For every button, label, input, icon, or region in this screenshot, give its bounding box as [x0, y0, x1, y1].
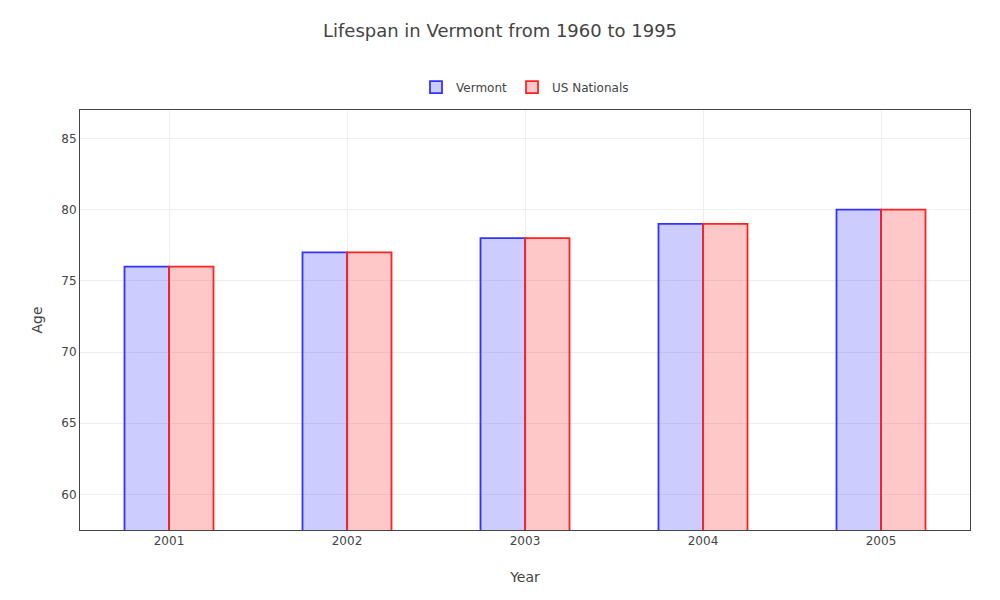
svg-text:2002: 2002: [332, 534, 363, 548]
svg-text:75: 75: [61, 274, 76, 288]
svg-text:65: 65: [61, 416, 76, 430]
svg-text:Lifespan in Vermont from 1960: Lifespan in Vermont from 1960 to 1995: [323, 20, 677, 41]
svg-text:US Nationals: US Nationals: [552, 81, 628, 95]
svg-text:80: 80: [61, 203, 76, 217]
svg-text:Vermont: Vermont: [456, 81, 507, 95]
svg-text:Year: Year: [509, 569, 540, 585]
svg-text:2005: 2005: [866, 534, 897, 548]
svg-text:Age: Age: [29, 306, 45, 333]
svg-text:85: 85: [61, 132, 76, 146]
svg-text:2001: 2001: [154, 534, 185, 548]
svg-text:2003: 2003: [510, 534, 541, 548]
svg-text:70: 70: [61, 345, 76, 359]
svg-text:60: 60: [61, 488, 76, 502]
svg-text:2004: 2004: [688, 534, 719, 548]
